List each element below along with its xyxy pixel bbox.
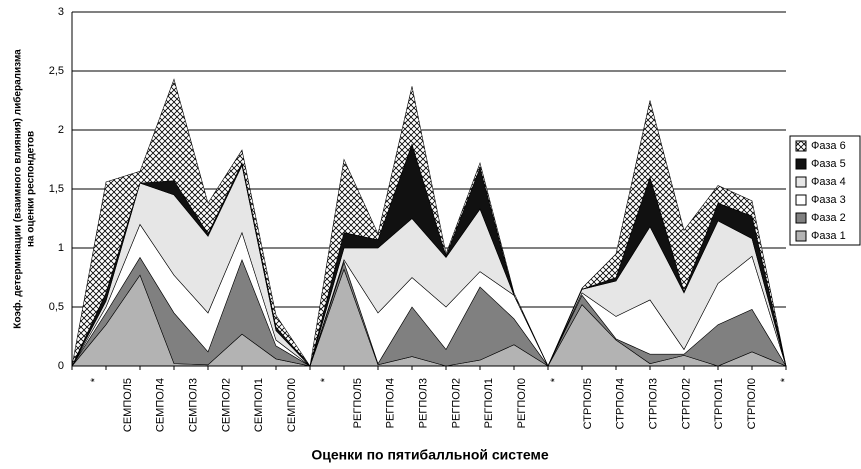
legend-swatch xyxy=(795,230,807,242)
legend-label: Фаза 4 xyxy=(811,176,846,188)
x-tick-label: РЕГПОЛ3 xyxy=(417,378,429,428)
x-axis-title: Оценки по пятибалльной системе xyxy=(311,447,549,463)
legend-label: Фаза 2 xyxy=(811,212,846,224)
legend-box xyxy=(789,135,861,246)
x-tick-label: СТРПОЛ0 xyxy=(746,378,758,429)
x-tick-label: СТРПОЛ5 xyxy=(582,378,594,429)
legend-swatch xyxy=(795,158,807,170)
x-tick-label: СЕМПОЛ5 xyxy=(122,378,134,432)
y-axis-title: на оценки респондетов xyxy=(26,131,37,247)
legend-label: Фаза 3 xyxy=(811,194,846,206)
legend-label: Фаза 5 xyxy=(811,158,846,170)
x-tick-label: СТРПОЛ1 xyxy=(713,378,725,429)
x-tick-label: СТРПОЛ2 xyxy=(680,378,692,429)
x-tick-label: РЕГПОЛ5 xyxy=(352,378,364,428)
x-tick-label: СЕМПОЛ2 xyxy=(220,378,232,432)
y-tick-label: 2,5 xyxy=(49,65,64,77)
legend-swatch xyxy=(795,176,807,188)
x-tick-label: СЕМПОЛ4 xyxy=(155,378,167,432)
y-tick-label: 3 xyxy=(58,6,64,18)
x-tick-label: РЕГПОЛ0 xyxy=(516,378,528,428)
x-tick-label: * xyxy=(549,377,561,382)
y-tick-label: 0 xyxy=(58,360,64,372)
x-tick-label: * xyxy=(89,377,101,382)
x-tick-label: * xyxy=(779,377,791,382)
y-axis-title: Коэф. детерминации (взаимного влияния) л… xyxy=(12,49,24,329)
y-tick-label: 1,5 xyxy=(49,183,64,195)
legend-label: Фаза 1 xyxy=(811,230,846,242)
x-tick-label: СЕМПОЛ1 xyxy=(253,378,265,432)
x-tick-label: СТРПОЛ4 xyxy=(615,378,627,429)
x-tick-label: СЕМПОЛ0 xyxy=(286,378,298,432)
y-tick-label: 1 xyxy=(58,242,64,254)
legend-swatch xyxy=(795,212,807,224)
legend-label: Фаза 6 xyxy=(811,140,846,152)
legend-swatch xyxy=(795,194,807,206)
x-tick-label: РЕГПОЛ2 xyxy=(450,378,462,428)
y-tick-label: 0,5 xyxy=(49,301,64,313)
legend: Фаза 6 Фаза 5 Фаза 4 Фаза 3 Фаза 2 Фаза 1 xyxy=(789,135,861,246)
x-tick-label: СТРПОЛ3 xyxy=(647,378,659,429)
x-tick-label: * xyxy=(319,377,331,382)
x-tick-label: СЕМПОЛ3 xyxy=(187,378,199,432)
x-tick-label: РЕГПОЛ4 xyxy=(385,378,397,428)
x-tick-label: РЕГПОЛ1 xyxy=(483,378,495,428)
legend-swatch xyxy=(795,140,807,152)
y-tick-label: 2 xyxy=(58,124,64,136)
